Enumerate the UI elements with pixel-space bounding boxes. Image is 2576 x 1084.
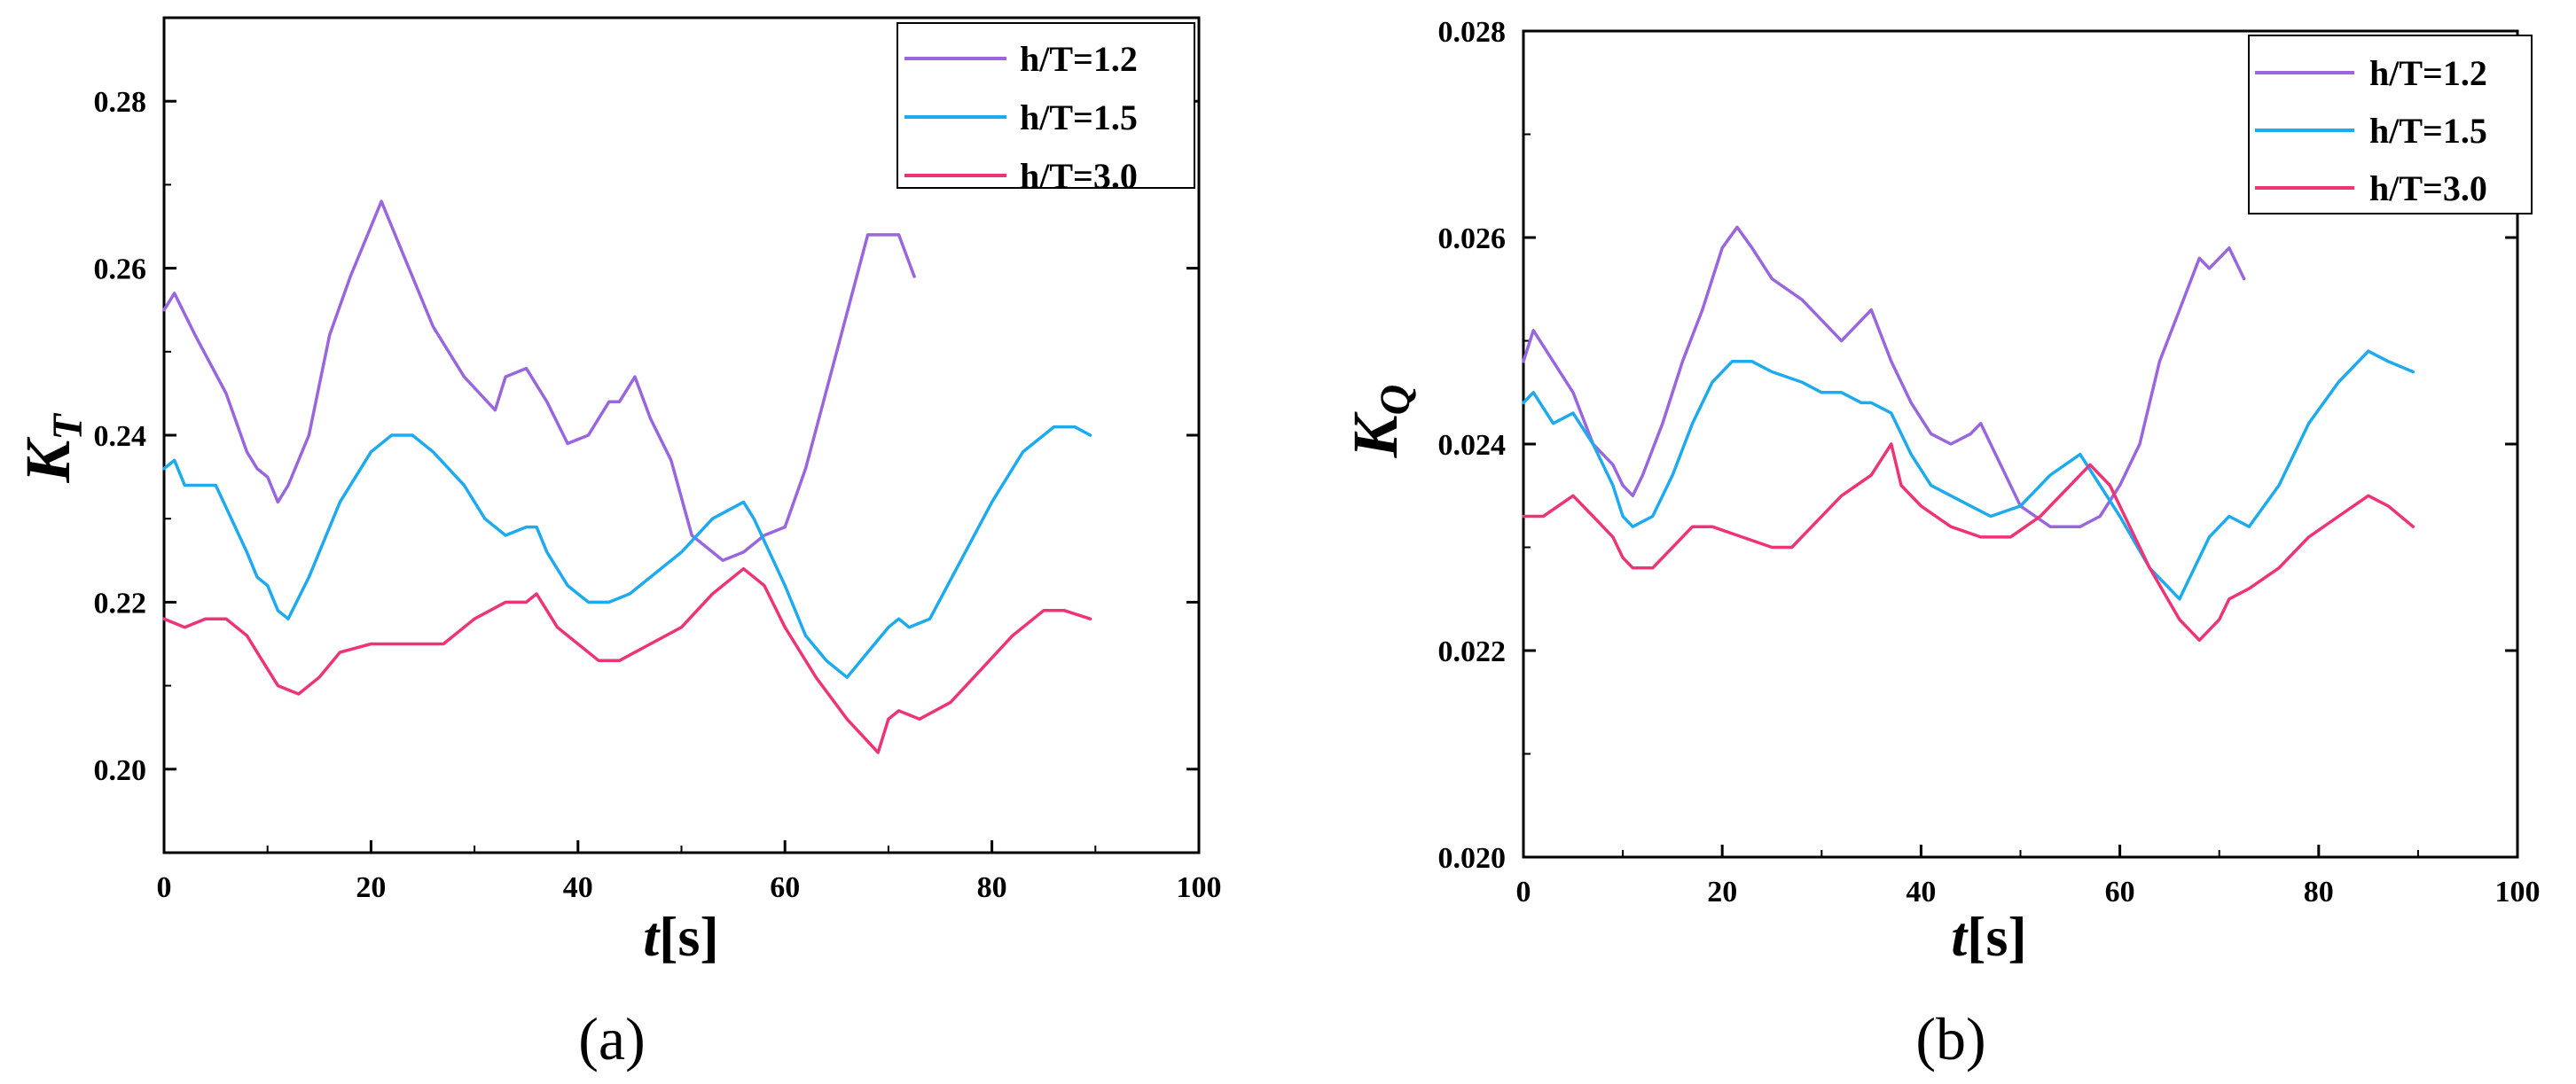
x-axis-title-var-b: t	[1951, 905, 1969, 968]
y-axis-title-sub-a: T	[44, 413, 91, 441]
x-axis-ticks-a: 0 20 40 60 80 100	[157, 840, 1222, 904]
x-axis-title-unit-a: [s]	[659, 905, 719, 968]
y-tick-label: 0.028	[1438, 16, 1507, 49]
legend-label: h/T=1.5	[2369, 111, 2487, 151]
panel-b: 0.020 0.022 0.024 0.026 0.028 0 20 40 60 80 100 K…	[1340, 16, 2541, 1072]
y-axis-title-sub-b: Q	[1372, 385, 1419, 416]
x-axis-title-b: t[s]	[1951, 905, 2026, 968]
x-tick-label: 100	[2495, 876, 2541, 909]
series-line-h-t-1-2	[162, 199, 916, 563]
series-line-h-t-3-0	[162, 566, 1092, 754]
legend-label: h/T=1.2	[2369, 53, 2487, 93]
legend-box-b	[2248, 35, 2533, 214]
series-lines-b	[1522, 225, 2415, 643]
x-tick-label: 80	[2304, 876, 2334, 909]
legend-label: h/T=1.5	[1020, 97, 1138, 137]
legend-a: h/T=1.2 h/T=1.5 h/T=3.0	[897, 22, 1195, 196]
series-line-h-t-1-2	[1522, 225, 2246, 528]
x-tick-label: 60	[770, 871, 800, 904]
panel-label-b: (b)	[1915, 1005, 1985, 1072]
y-tick-label: 0.20	[94, 754, 147, 787]
legend-label: h/T=1.2	[1020, 39, 1138, 79]
y-axis-title-main-a: K	[12, 436, 83, 484]
x-tick-label: 20	[356, 871, 386, 904]
y-axis-ticks-b: 0.020 0.022 0.024 0.026 0.028	[1438, 16, 2517, 875]
y-tick-label: 0.022	[1438, 636, 1507, 668]
legend-b: h/T=1.2 h/T=1.5 h/T=3.0	[2248, 35, 2533, 214]
x-axis-title-a: t[s]	[643, 905, 718, 968]
x-axis-title-unit-b: [s]	[1967, 905, 2027, 968]
series-lines-a	[162, 199, 1092, 754]
panel-a: 0.20 0.22 0.24 0.26 0.28 0 20 40 60 80 100 KT t[s…	[12, 16, 1222, 1072]
y-axis-title-b: KQ	[1340, 385, 1419, 459]
x-tick-label: 40	[1906, 876, 1936, 909]
y-tick-label: 0.020	[1438, 842, 1507, 875]
y-tick-label: 0.024	[1438, 429, 1507, 462]
y-axis-title-main-b: K	[1340, 410, 1411, 458]
y-tick-label: 0.28	[94, 86, 147, 119]
series-line-h-t-1-5	[1522, 349, 2415, 601]
legend-label: h/T=3.0	[1020, 156, 1138, 196]
panel-label-a: (a)	[578, 1005, 645, 1072]
series-line-h-t-3-0	[1522, 442, 2415, 643]
x-tick-label: 60	[2105, 876, 2135, 909]
y-axis-ticks-a: 0.20 0.22 0.24 0.26 0.28	[94, 86, 1199, 787]
x-tick-label: 0	[157, 871, 172, 904]
legend-box-a	[897, 22, 1195, 189]
y-tick-label: 0.24	[94, 420, 147, 453]
series-line-h-t-1-5	[162, 425, 1092, 679]
x-tick-label: 80	[977, 871, 1007, 904]
x-tick-label: 20	[1707, 876, 1737, 909]
x-axis-title-var-a: t	[643, 905, 661, 968]
y-axis-title-a: KT	[12, 413, 91, 484]
x-tick-label: 40	[563, 871, 593, 904]
y-tick-label: 0.22	[94, 587, 147, 620]
x-tick-label: 0	[1516, 876, 1531, 909]
legend-label: h/T=3.0	[2369, 168, 2487, 208]
y-tick-label: 0.26	[94, 253, 147, 286]
x-tick-label: 100	[1177, 871, 1222, 904]
y-tick-label: 0.026	[1438, 222, 1507, 255]
x-axis-ticks-b: 0 20 40 60 80 100	[1516, 845, 2541, 909]
